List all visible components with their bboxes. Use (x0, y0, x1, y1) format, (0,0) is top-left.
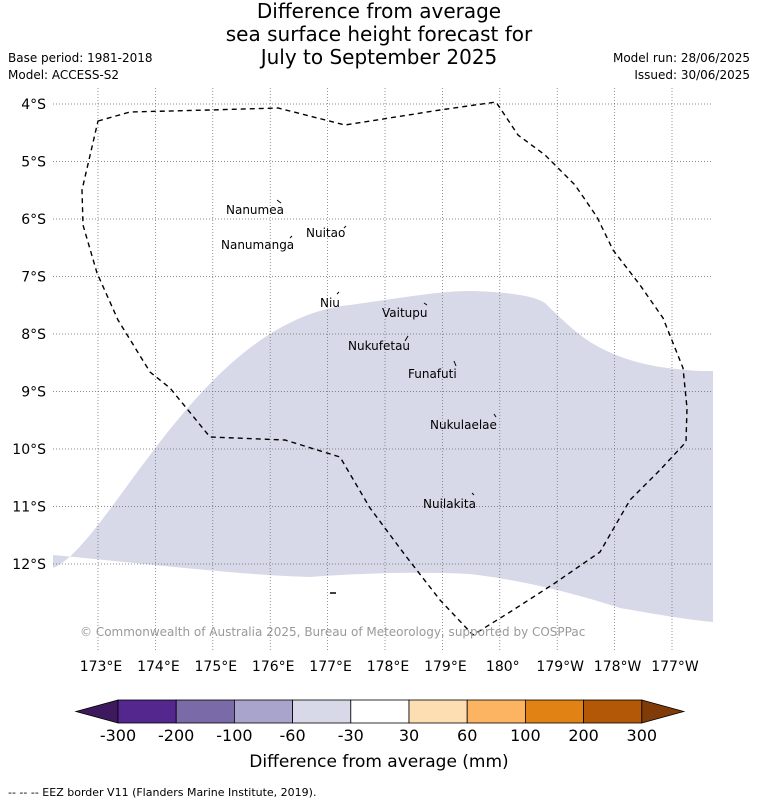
island-niu: Niu (320, 296, 340, 310)
lat-tick-label: 8°S (21, 327, 46, 343)
lon-tick-label: 180° (486, 659, 520, 675)
lat-tick-label: 7°S (21, 270, 46, 286)
eez-border (81, 101, 688, 636)
copyright-notice: © Commonwealth of Australia 2025, Bureau… (80, 625, 585, 639)
island-nuilakita: Nuilakita (423, 497, 476, 511)
latitude-ticks: 4°S 5°S 6°S 7°S 8°S 9°S 10°S 11°S 12°S (12, 97, 46, 573)
colorbar-extend-high (641, 699, 686, 724)
title-line-1: Difference from average (256, 0, 502, 23)
issued-date: Issued: 30/06/2025 (634, 68, 750, 82)
colorbar (74, 699, 686, 724)
colorbar-tick-label: -60 (280, 726, 306, 745)
colorbar-bin (466, 699, 526, 724)
colorbar-bin (525, 699, 585, 724)
colorbar-tick-label: -30 (338, 726, 364, 745)
footnote: -- -- -- EEZ border V11 (Flanders Marine… (8, 786, 317, 799)
island-nanumea-mark (276, 199, 282, 204)
lat-tick-label: 4°S (21, 97, 46, 113)
island-funafuti-mark (453, 360, 457, 367)
colorbar-bin (292, 699, 352, 724)
colorbar-tick-label: -100 (216, 726, 252, 745)
island-nanumanga: Nanumanga (221, 238, 294, 252)
gridlines (53, 88, 713, 650)
colorbar-tick-label: 100 (510, 726, 541, 745)
lat-tick-label: 5°S (21, 155, 46, 171)
colorbar-tick-label: -300 (100, 726, 136, 745)
model-name: Model: ACCESS-S2 (8, 68, 120, 82)
model-run: Model run: 28/06/2025 (612, 51, 750, 65)
island-nuitao: Nuitao (306, 226, 345, 240)
lat-tick-label: 12°S (12, 557, 46, 573)
islands: Nanumea Nuitao Nanumanga Niu Vaitupu Nuk… (221, 199, 497, 511)
colorbar-extend-low (74, 699, 119, 724)
meta-left: Base period: 1981-2018 Model: ACCESS-S2 (8, 50, 153, 84)
island-vaitupu-mark (423, 302, 428, 306)
base-period: Base period: 1981-2018 (8, 51, 153, 65)
colorbar-tick-label: 30 (399, 726, 419, 745)
meta-right: Model run: 28/06/2025 Issued: 30/06/2025 (613, 50, 750, 84)
anomaly-region (53, 291, 713, 622)
colorbar-bin (583, 699, 643, 724)
lon-tick-label: 176°E (252, 659, 295, 675)
lon-tick-label: 174°E (137, 659, 180, 675)
island-nuitao-mark (343, 225, 347, 229)
island-nukulaelae: Nukulaelae (430, 418, 497, 432)
lon-tick-label: 175°E (195, 659, 238, 675)
island-nukulaelae-mark (493, 413, 497, 418)
colorbar-ticks: -300 -200 -100 -60 -30 30 60 100 200 300 (100, 726, 657, 745)
island-niu-mark (336, 291, 340, 295)
lon-tick-label: 179°E (424, 659, 467, 675)
map-panel (53, 88, 713, 650)
title-line-2: sea surface height forecast for (225, 22, 533, 46)
colorbar-bin (175, 699, 235, 724)
colorbar-bin (350, 699, 410, 724)
colorbar-bin (117, 699, 177, 724)
colorbar-bin (233, 699, 293, 724)
lon-tick-label: 177°W (651, 659, 699, 675)
island-nukufetau: Nukufetau (348, 339, 410, 353)
colorbar-tick-label: -200 (158, 726, 194, 745)
island-nukufetau-mark (404, 335, 409, 342)
colorbar-bin (408, 699, 468, 724)
island-vaitupu: Vaitupu (382, 306, 428, 320)
island-funafuti: Funafuti (408, 367, 457, 381)
lon-tick-label: 178°E (367, 659, 410, 675)
island-nuilakita-mark (471, 492, 475, 496)
lat-tick-label: 9°S (21, 385, 46, 401)
lat-tick-label: 10°S (12, 442, 46, 458)
colorbar-label: Difference from average (mm) (249, 752, 508, 772)
longitude-ticks: 173°E 174°E 175°E 176°E 177°E 178°E 179°E 180° 1… (80, 659, 699, 675)
lon-tick-label: 177°E (309, 659, 352, 675)
lon-tick-label: 173°E (80, 659, 123, 675)
title-line-3: July to September 2025 (260, 45, 498, 69)
lon-tick-label: 178°W (594, 659, 642, 675)
chart-title: Difference from average sea surface heig… (0, 0, 758, 69)
colorbar-tick-label: 200 (568, 726, 599, 745)
island-nanumea: Nanumea (226, 203, 284, 217)
lat-tick-label: 11°S (12, 500, 46, 516)
colorbar-tick-label: 300 (627, 726, 658, 745)
island-nanumanga-mark (289, 235, 293, 239)
lat-tick-label: 6°S (21, 212, 46, 228)
colorbar-tick-label: 60 (457, 726, 477, 745)
lon-tick-label: 179°W (536, 659, 584, 675)
